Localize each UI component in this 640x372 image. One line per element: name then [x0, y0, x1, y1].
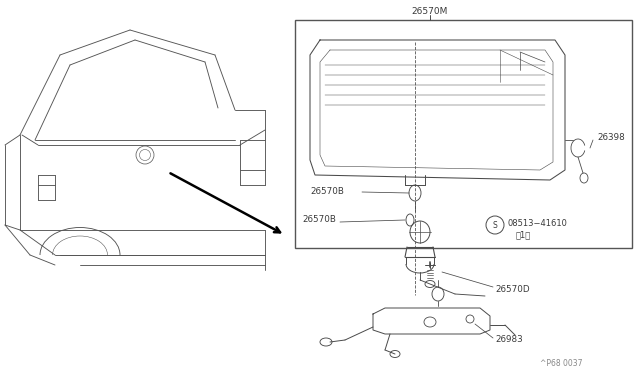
Text: 26570D: 26570D	[495, 285, 530, 295]
Text: 08513−41610: 08513−41610	[507, 218, 567, 228]
Text: S: S	[493, 221, 497, 230]
Text: 26983: 26983	[495, 336, 523, 344]
Text: （1）: （1）	[516, 231, 531, 240]
Text: 26570M: 26570M	[412, 7, 448, 16]
Bar	[295, 20, 632, 248]
Text: 26398: 26398	[597, 134, 625, 142]
Text: ^P68 0037: ^P68 0037	[540, 359, 582, 368]
Text: 26570B: 26570B	[310, 187, 344, 196]
Text: 26570B: 26570B	[302, 215, 336, 224]
